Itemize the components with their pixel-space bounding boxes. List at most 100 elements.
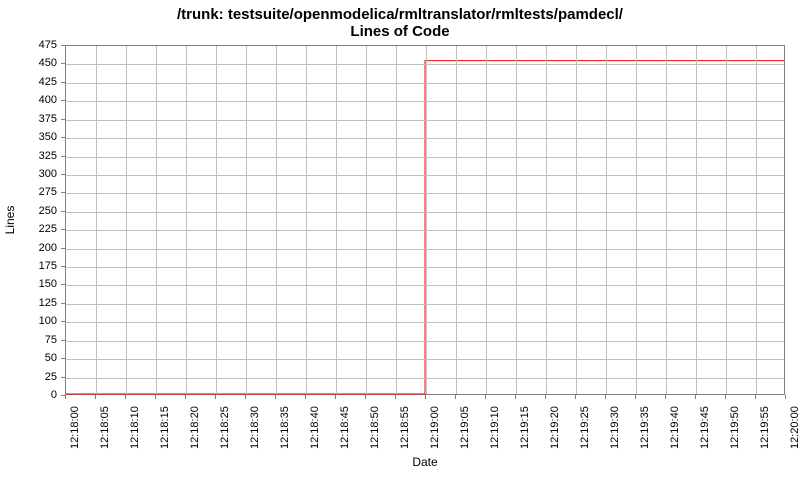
xtick-label: 12:19:30 bbox=[609, 406, 621, 449]
ytick-label: 375 bbox=[0, 113, 57, 125]
gridline-v bbox=[246, 46, 247, 394]
xtick-mark bbox=[215, 395, 216, 399]
ytick-mark bbox=[61, 266, 65, 267]
xtick-mark bbox=[305, 395, 306, 399]
ytick-label: 250 bbox=[0, 205, 57, 217]
ytick-mark bbox=[61, 321, 65, 322]
chart-title-line1: /trunk: testsuite/openmodelica/rmltransl… bbox=[0, 0, 800, 23]
xtick-mark bbox=[485, 395, 486, 399]
gridline-v bbox=[546, 46, 547, 394]
gridline-h bbox=[66, 359, 784, 360]
gridline-v bbox=[216, 46, 217, 394]
xtick-mark bbox=[755, 395, 756, 399]
ytick-mark bbox=[61, 358, 65, 359]
ytick-label: 25 bbox=[0, 371, 57, 383]
gridline-h bbox=[66, 101, 784, 102]
xtick-label: 12:19:20 bbox=[549, 406, 561, 449]
ytick-mark bbox=[61, 340, 65, 341]
x-axis-label: Date bbox=[65, 455, 785, 469]
gridline-h bbox=[66, 341, 784, 342]
xtick-label: 12:18:40 bbox=[309, 406, 321, 449]
ytick-label: 50 bbox=[0, 352, 57, 364]
gridline-v bbox=[186, 46, 187, 394]
xtick-mark bbox=[605, 395, 606, 399]
xtick-label: 12:19:00 bbox=[429, 406, 441, 449]
ytick-mark bbox=[61, 45, 65, 46]
ytick-label: 100 bbox=[0, 315, 57, 327]
gridline-h bbox=[66, 249, 784, 250]
xtick-label: 12:19:10 bbox=[489, 406, 501, 449]
ytick-label: 125 bbox=[0, 297, 57, 309]
xtick-label: 12:19:40 bbox=[669, 406, 681, 449]
xtick-mark bbox=[665, 395, 666, 399]
ytick-mark bbox=[61, 174, 65, 175]
xtick-label: 12:20:00 bbox=[789, 406, 800, 449]
ytick-mark bbox=[61, 211, 65, 212]
xtick-label: 12:18:55 bbox=[399, 406, 411, 449]
ytick-mark bbox=[61, 137, 65, 138]
xtick-mark bbox=[335, 395, 336, 399]
xtick-mark bbox=[575, 395, 576, 399]
xtick-mark bbox=[515, 395, 516, 399]
xtick-mark bbox=[455, 395, 456, 399]
ytick-label: 75 bbox=[0, 334, 57, 346]
xtick-label: 12:18:15 bbox=[159, 406, 171, 449]
xtick-mark bbox=[125, 395, 126, 399]
xtick-label: 12:18:45 bbox=[339, 406, 351, 449]
xtick-mark bbox=[545, 395, 546, 399]
gridline-v bbox=[726, 46, 727, 394]
ytick-mark bbox=[61, 156, 65, 157]
ytick-label: 400 bbox=[0, 94, 57, 106]
gridline-h bbox=[66, 138, 784, 139]
ytick-mark bbox=[61, 248, 65, 249]
xtick-label: 12:19:55 bbox=[759, 406, 771, 449]
gridline-v bbox=[456, 46, 457, 394]
gridline-v bbox=[576, 46, 577, 394]
gridline-h bbox=[66, 304, 784, 305]
ytick-mark bbox=[61, 192, 65, 193]
xtick-label: 12:19:15 bbox=[519, 406, 531, 449]
gridline-v bbox=[486, 46, 487, 394]
ytick-mark bbox=[61, 229, 65, 230]
xtick-mark bbox=[635, 395, 636, 399]
gridline-v bbox=[756, 46, 757, 394]
gridline-v bbox=[516, 46, 517, 394]
data-line bbox=[66, 46, 784, 394]
gridline-h bbox=[66, 267, 784, 268]
xtick-label: 12:19:45 bbox=[699, 406, 711, 449]
ytick-mark bbox=[61, 303, 65, 304]
chart-container: /trunk: testsuite/openmodelica/rmltransl… bbox=[0, 0, 800, 500]
ytick-mark bbox=[61, 377, 65, 378]
gridline-h bbox=[66, 64, 784, 65]
gridline-v bbox=[696, 46, 697, 394]
gridline-h bbox=[66, 378, 784, 379]
xtick-mark bbox=[245, 395, 246, 399]
gridline-v bbox=[426, 46, 427, 394]
ytick-label: 325 bbox=[0, 150, 57, 162]
gridline-v bbox=[366, 46, 367, 394]
gridline-h bbox=[66, 212, 784, 213]
xtick-label: 12:19:25 bbox=[579, 406, 591, 449]
gridline-v bbox=[636, 46, 637, 394]
ytick-label: 425 bbox=[0, 76, 57, 88]
ytick-mark bbox=[61, 100, 65, 101]
ytick-mark bbox=[61, 284, 65, 285]
ytick-label: 350 bbox=[0, 131, 57, 143]
xtick-label: 12:19:50 bbox=[729, 406, 741, 449]
xtick-mark bbox=[185, 395, 186, 399]
xtick-label: 12:18:30 bbox=[249, 406, 261, 449]
ytick-label: 450 bbox=[0, 57, 57, 69]
xtick-mark bbox=[425, 395, 426, 399]
gridline-h bbox=[66, 193, 784, 194]
gridline-v bbox=[396, 46, 397, 394]
ytick-label: 175 bbox=[0, 260, 57, 272]
ytick-label: 200 bbox=[0, 242, 57, 254]
xtick-mark bbox=[275, 395, 276, 399]
gridline-v bbox=[126, 46, 127, 394]
gridline-v bbox=[336, 46, 337, 394]
ytick-label: 300 bbox=[0, 168, 57, 180]
xtick-label: 12:18:20 bbox=[189, 406, 201, 449]
xtick-label: 12:18:05 bbox=[99, 406, 111, 449]
gridline-h bbox=[66, 230, 784, 231]
gridline-v bbox=[606, 46, 607, 394]
